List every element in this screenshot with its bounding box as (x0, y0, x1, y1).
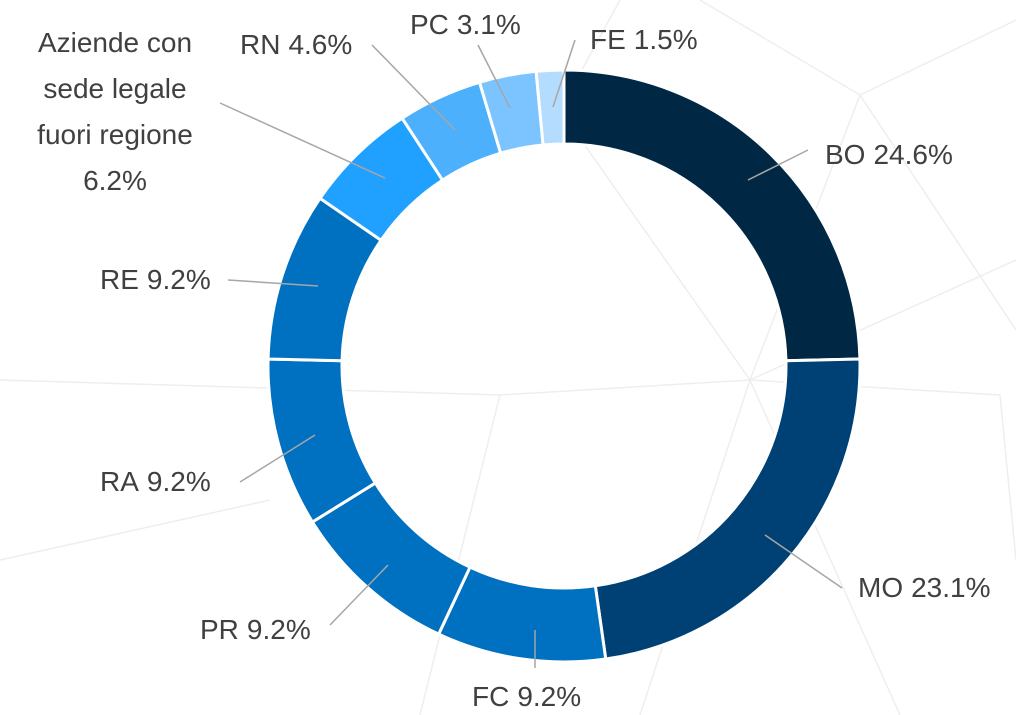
data-label: FC 9.2% (472, 674, 581, 715)
category-name: FC (472, 681, 510, 712)
leader-line (371, 44, 456, 131)
category-name: BO (825, 139, 866, 170)
category-name: Aziende con sede legale fuori regione (37, 27, 193, 150)
leader-line (477, 44, 511, 109)
value-label: 9.2% (517, 681, 582, 712)
donut-slice (562, 68, 862, 363)
leader-line (239, 434, 316, 483)
value-label: 6.2% (83, 165, 147, 196)
value-label: 23.1% (911, 572, 991, 603)
value-label: 3.1% (456, 9, 521, 40)
data-label: RE 9.2% (100, 257, 211, 303)
category-name: RE (100, 264, 139, 295)
data-label: BO 24.6% (825, 132, 953, 178)
category-name: RN (240, 29, 281, 60)
donut-slice (534, 68, 566, 147)
value-label: 24.6% (873, 139, 953, 170)
leader-line (329, 564, 389, 626)
data-label: RA 9.2% (100, 459, 211, 505)
value-label: 9.2% (146, 466, 211, 497)
data-label: FE 1.5% (590, 17, 698, 63)
category-name: PR (200, 614, 239, 645)
data-label: PR 9.2% (200, 607, 311, 653)
donut-slice (593, 357, 862, 661)
value-label: 9.2% (246, 614, 311, 645)
category-name: RA (100, 466, 139, 497)
leader-line (227, 279, 319, 287)
value-label: 4.6% (288, 29, 353, 60)
leader-line (747, 149, 809, 181)
value-label: 9.2% (146, 264, 211, 295)
data-label: PC 3.1% (410, 2, 521, 48)
category-name: FE (590, 24, 626, 55)
leader-line (764, 534, 843, 589)
value-label: 1.5% (633, 24, 698, 55)
leader-line (552, 39, 576, 108)
data-label: MO 23.1% (858, 565, 991, 611)
category-name: MO (858, 572, 904, 603)
data-label: Aziende con sede legale fuori regione 6.2… (15, 20, 215, 204)
category-name: PC (410, 9, 449, 40)
data-label: RN 4.6% (240, 22, 352, 68)
leader-line (219, 102, 386, 179)
